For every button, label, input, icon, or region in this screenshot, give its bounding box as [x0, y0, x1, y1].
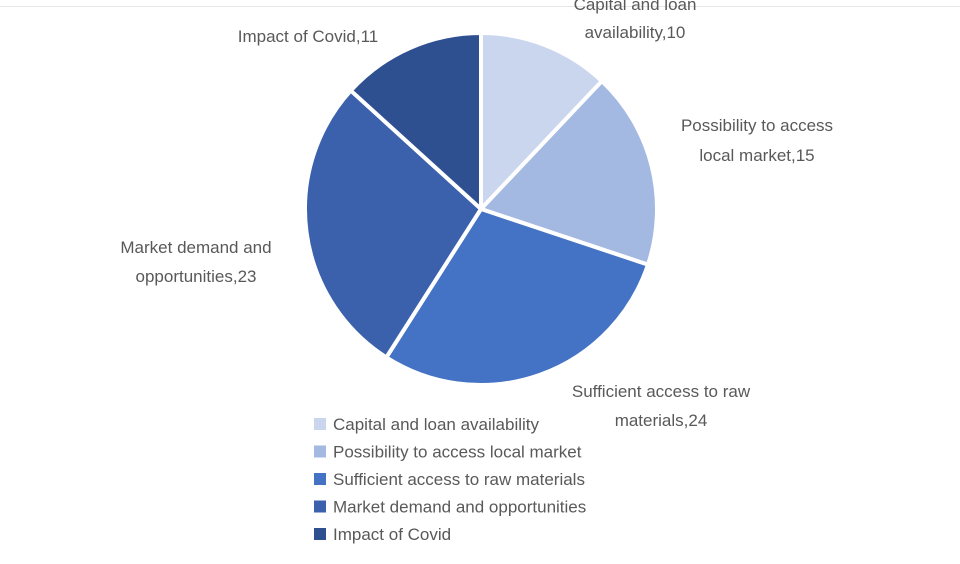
legend-label: Sufficient access to raw materials — [333, 470, 585, 489]
legend-swatch — [314, 445, 326, 458]
slice-labels: Capital and loan availability,10 Possibili… — [120, 0, 833, 430]
data-label-possibility-to-access-local-market: Possibility to access local market,15 — [681, 116, 833, 165]
data-label-sufficient-access-to-raw-materials: Sufficient access to raw materials,24 — [572, 382, 751, 430]
pie-slice-capital-and-loan-availability — [479, 31, 604, 211]
legend-label: Possibility to access local market — [333, 443, 582, 462]
pie-slice-market-demand-and-opportunities — [303, 88, 483, 360]
legend-label: Impact of Covid — [333, 525, 451, 544]
legend-item-capital-and-loan-availability: Capital and loan availability — [314, 415, 540, 434]
legend-item-market-demand-and-opportunities: Market demand and opportunities — [314, 498, 586, 517]
legend-label: Market demand and opportunities — [333, 498, 586, 517]
legend-swatch — [314, 528, 326, 540]
data-label-market-demand-and-opportunities: Market demand and opportunities,23 — [120, 238, 271, 286]
legend-swatch — [314, 418, 326, 430]
chart-frame — [0, 6, 960, 562]
data-label-capital-and-loan-availability: Capital and loan availability,10 — [574, 0, 697, 42]
legend-item-impact-of-covid: Impact of Covid — [314, 525, 451, 544]
pie-slice-possibility-to-access-local-market — [479, 79, 659, 267]
pie-slice-sufficient-access-to-raw-materials — [384, 207, 650, 387]
pie-slice-impact-of-covid — [348, 31, 483, 211]
legend-swatch — [314, 473, 326, 485]
data-label-impact-of-covid: Impact of Covid,11 — [238, 27, 378, 46]
pie-slices — [303, 31, 659, 387]
legend-label: Capital and loan availability — [333, 415, 540, 434]
legend-item-possibility-to-access-local-market: Possibility to access local market — [314, 443, 582, 462]
legend: Capital and loan availability Possibility… — [314, 415, 586, 544]
legend-swatch — [314, 500, 326, 513]
legend-item-sufficient-access-to-raw-materials: Sufficient access to raw materials — [314, 470, 585, 489]
